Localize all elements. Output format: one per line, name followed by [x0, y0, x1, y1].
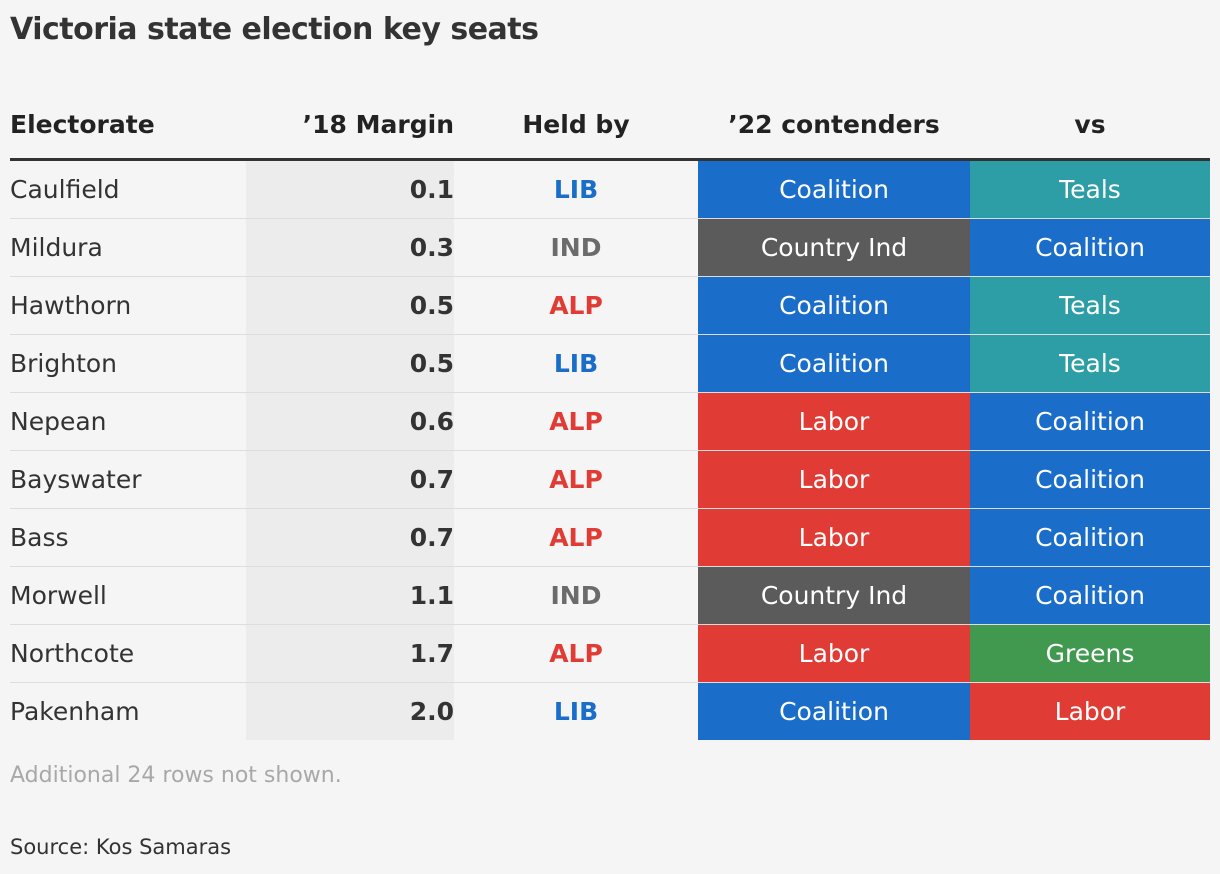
table-body: Caulfield 0.1 LIB Coalition Teals Mildura 0.3 I… [10, 159, 1210, 740]
cell-vs: Greens [970, 624, 1210, 683]
table-row: Mildura 0.3 IND Country Ind Coalition [10, 218, 1210, 277]
cell-contender: Labor [698, 624, 970, 683]
cell-contender: Coalition [698, 682, 970, 740]
cell-contender: Labor [698, 508, 970, 567]
cell-electorate: Pakenham [10, 682, 246, 740]
cell-electorate: Mildura [10, 218, 246, 277]
cell-held-by: ALP [454, 624, 698, 683]
cell-vs: Teals [970, 276, 1210, 335]
header-vs: vs [970, 91, 1210, 161]
cell-held-by: IND [454, 218, 698, 277]
cell-margin: 2.0 [246, 682, 454, 740]
table-row: Nepean 0.6 ALP Labor Coalition [10, 392, 1210, 451]
cell-held-by: LIB [454, 682, 698, 740]
cell-electorate: Hawthorn [10, 276, 246, 335]
chart-title: Victoria state election key seats [10, 12, 539, 47]
table-row: Bass 0.7 ALP Labor Coalition [10, 508, 1210, 567]
cell-margin: 1.7 [246, 624, 454, 683]
table-row: Pakenham 2.0 LIB Coalition Labor [10, 682, 1210, 740]
cell-vs: Teals [970, 334, 1210, 393]
header-margin: ’18 Margin [246, 91, 454, 161]
cell-margin: 0.7 [246, 508, 454, 567]
table-row: Northcote 1.7 ALP Labor Greens [10, 624, 1210, 683]
cell-margin: 0.6 [246, 392, 454, 451]
cell-vs: Coalition [970, 508, 1210, 567]
cell-vs: Teals [970, 159, 1210, 219]
cell-contender: Coalition [698, 334, 970, 393]
cell-held-by: LIB [454, 159, 698, 219]
cell-margin: 0.1 [246, 159, 454, 219]
cell-vs: Coalition [970, 392, 1210, 451]
cell-contender: Coalition [698, 276, 970, 335]
cell-contender: Country Ind [698, 218, 970, 277]
cell-contender: Coalition [698, 159, 970, 219]
cell-vs: Coalition [970, 450, 1210, 509]
header-held-by: Held by [454, 91, 698, 161]
cell-vs: Coalition [970, 218, 1210, 277]
footnote: Additional 24 rows not shown. [10, 763, 342, 788]
cell-margin: 0.5 [246, 276, 454, 335]
header-contenders: ’22 contenders [698, 91, 970, 161]
key-seats-table: Electorate ’18 Margin Held by ’22 conten… [10, 91, 1210, 740]
cell-contender: Labor [698, 450, 970, 509]
table-header-row: Electorate ’18 Margin Held by ’22 conten… [10, 91, 1210, 161]
cell-margin: 0.3 [246, 218, 454, 277]
cell-electorate: Nepean [10, 392, 246, 451]
table-row: Morwell 1.1 IND Country Ind Coalition [10, 566, 1210, 625]
cell-held-by: LIB [454, 334, 698, 393]
table-row: Bayswater 0.7 ALP Labor Coalition [10, 450, 1210, 509]
cell-held-by: ALP [454, 450, 698, 509]
cell-electorate: Brighton [10, 334, 246, 393]
cell-held-by: ALP [454, 392, 698, 451]
table-row: Brighton 0.5 LIB Coalition Teals [10, 334, 1210, 393]
cell-electorate: Bayswater [10, 450, 246, 509]
cell-margin: 0.5 [246, 334, 454, 393]
cell-contender: Country Ind [698, 566, 970, 625]
cell-vs: Labor [970, 682, 1210, 740]
cell-electorate: Morwell [10, 566, 246, 625]
cell-electorate: Caulfield [10, 159, 246, 219]
cell-held-by: IND [454, 566, 698, 625]
cell-held-by: ALP [454, 276, 698, 335]
cell-margin: 1.1 [246, 566, 454, 625]
table-row: Hawthorn 0.5 ALP Coalition Teals [10, 276, 1210, 335]
source-note: Source: Kos Samaras [10, 835, 232, 859]
cell-electorate: Bass [10, 508, 246, 567]
cell-vs: Coalition [970, 566, 1210, 625]
cell-held-by: ALP [454, 508, 698, 567]
cell-margin: 0.7 [246, 450, 454, 509]
table-row: Caulfield 0.1 LIB Coalition Teals [10, 159, 1210, 219]
header-electorate: Electorate [10, 91, 246, 161]
cell-contender: Labor [698, 392, 970, 451]
cell-electorate: Northcote [10, 624, 246, 683]
